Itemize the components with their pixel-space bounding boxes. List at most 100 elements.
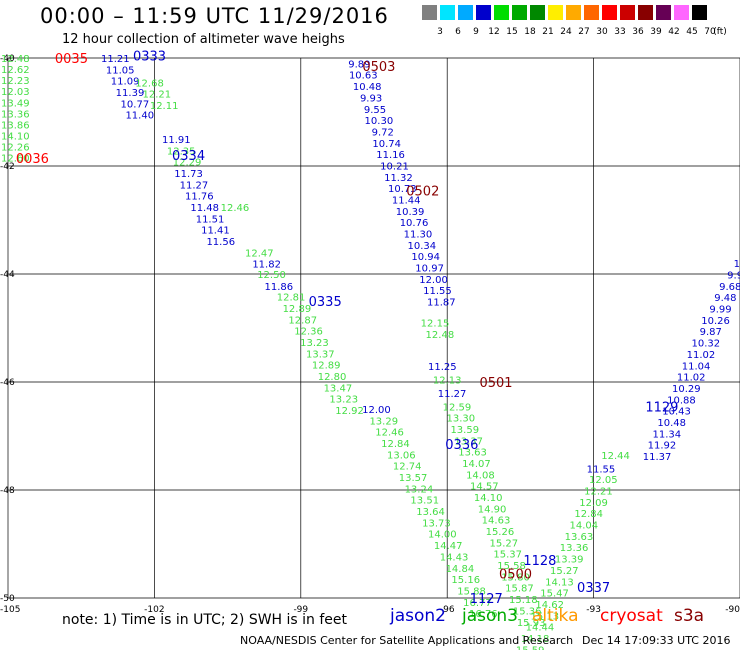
pass-time-label: 0036 [16, 152, 49, 167]
colorbar-label: 15 [506, 27, 518, 37]
x-tick-label: -93 [586, 605, 601, 615]
swh-value-jason3: 13.30 [447, 414, 476, 425]
swh-value-jason2: 11.76 [185, 192, 214, 203]
pass-time-label: 1127 [470, 592, 503, 607]
swh-value-jason2: 11.27 [180, 180, 209, 191]
swh-value-jason2: 11.91 [162, 135, 191, 146]
swh-value-jason2: 10 [734, 259, 740, 270]
swh-value-jason3: 12.36 [294, 327, 323, 338]
colorbar-label: 36 [632, 27, 644, 37]
swh-value-jason3: 14.62 [535, 600, 564, 611]
swh-value-jason3: 12.89 [283, 304, 312, 315]
colorbar-label: 42 [668, 27, 680, 37]
colorbar-label: 45 [686, 27, 698, 37]
pass-time-label: 0035 [55, 52, 88, 67]
colorbar-swatch [494, 5, 509, 20]
mission-label-jason2: jason2 [390, 606, 446, 626]
swh-value-jason3: 15.58 [497, 561, 526, 572]
colorbar-swatch [512, 5, 527, 20]
swh-value-jason3: 12.23 [1, 76, 30, 87]
units-note: note: 1) Time is in UTC; 2) SWH is in fe… [62, 612, 348, 628]
swh-value-jason3: 15.37 [493, 550, 522, 561]
swh-value-jason2: 10.73 [388, 184, 417, 195]
swh-value-jason3: 12.74 [393, 462, 422, 473]
swh-value-jason3: 12.47 [245, 248, 274, 259]
swh-value-jason3: 13.36 [1, 109, 30, 120]
swh-value-jason3: 14.13 [545, 577, 574, 588]
swh-value-jason3: 16.77 [463, 598, 492, 609]
y-tick-label: -44 [0, 270, 15, 280]
swh-value-jason3: 12.21 [143, 90, 172, 101]
colorbar-swatch [548, 5, 563, 20]
swh-value-jason3: 15.26 [486, 527, 515, 538]
swh-value-jason2: 11.44 [392, 195, 421, 206]
colorbar-swatch [476, 5, 491, 20]
y-tick-label: -48 [0, 486, 15, 496]
colorbar-swatch [566, 5, 581, 20]
y-tick-label: -40 [0, 54, 15, 64]
swh-value-jason2: 10.39 [396, 207, 425, 218]
swh-value-jason3: 12.48 [1, 54, 30, 65]
chart-subtitle: 12 hour collection of altimeter wave hei… [62, 32, 345, 47]
swh-value-jason2: 11.25 [428, 362, 457, 373]
swh-value-jason3: 13.63 [565, 532, 594, 543]
y-tick-label: -50 [0, 594, 15, 604]
pass-time-label: 1129 [645, 400, 678, 415]
y-tick-label: -42 [0, 162, 15, 172]
swh-value-jason3: 12.60 [1, 154, 30, 165]
colorbar-label: 24 [560, 27, 572, 37]
swh-value-jason2: 11.09 [111, 77, 140, 88]
pass-time-label: 0502 [406, 184, 439, 199]
swh-value-jason3: 15.80 [501, 572, 530, 583]
swh-value-jason2: 10.97 [415, 264, 444, 275]
swh-value-jason2: 11.55 [587, 464, 616, 475]
swh-value-jason3: 12.15 [421, 319, 450, 330]
swh-value-jason2: 11.32 [384, 173, 413, 184]
pass-time-label: 1128 [523, 554, 556, 569]
swh-value-jason3: 15.59 [516, 645, 545, 650]
chart-title: 00:00 – 11:59 UTC 11/29/2016 [40, 4, 389, 28]
swh-value-jason3: 13.59 [450, 425, 479, 436]
swh-value-jason3: 13.37 [454, 436, 483, 447]
swh-value-jason2: 11.41 [201, 226, 230, 237]
swh-value-jason3: 13.64 [416, 507, 445, 518]
swh-value-jason2: 9.68 [719, 282, 740, 293]
swh-value-jason2: 10.21 [380, 161, 409, 172]
swh-value-jason2: 11.04 [682, 361, 711, 372]
swh-value-jason3: 13.57 [399, 473, 428, 484]
swh-value-jason3: 12.68 [135, 78, 164, 89]
swh-value-jason3: 14.57 [470, 482, 499, 493]
swh-value-jason3: 16.76 [469, 609, 498, 620]
y-tick-label: -46 [0, 378, 15, 388]
colorbar-swatch [638, 5, 653, 20]
swh-value-jason2: 10.26 [701, 316, 730, 327]
swh-value-jason2: 11.37 [643, 452, 672, 463]
swh-value-jason3: 13.23 [329, 395, 358, 406]
swh-value-jason3: 12.80 [318, 372, 347, 383]
swh-value-jason3: 14.04 [570, 521, 599, 532]
swh-value-jason2: 11.51 [196, 214, 225, 225]
x-tick-label: -102 [144, 605, 164, 615]
swh-value-jason3: 14.44 [526, 623, 555, 634]
swh-value-jason3: 14.43 [440, 552, 469, 563]
swh-value-jason3: 12.26 [1, 143, 30, 154]
swh-value-jason3: 14.10 [1, 131, 30, 142]
swh-value-jason2: 11.55 [423, 286, 452, 297]
swh-value-jason3: 13.63 [458, 448, 487, 459]
swh-value-jason2: 9.89 [348, 59, 370, 70]
swh-value-jason2: 9.87 [700, 327, 722, 338]
mission-label-jason3: jason3 [462, 606, 518, 626]
pass-time-label: 0503 [362, 60, 395, 75]
swh-value-jason3: 14.63 [482, 516, 511, 527]
mission-label-s3a: s3a [674, 606, 705, 626]
swh-value-jason3: 14.90 [478, 504, 507, 515]
swh-value-jason3: 14.10 [474, 493, 503, 504]
swh-value-jason3: 12.87 [288, 315, 317, 326]
swh-value-jason2: 9.72 [372, 127, 394, 138]
swh-value-jason2: 11.02 [677, 373, 706, 384]
swh-value-jason3: 15.87 [505, 584, 534, 595]
swh-value-jason3: 12.35 [167, 146, 196, 157]
pass-time-label: 0334 [172, 149, 205, 164]
swh-value-jason3: 12.13 [433, 375, 462, 386]
swh-value-jason3: 12.84 [381, 439, 410, 450]
